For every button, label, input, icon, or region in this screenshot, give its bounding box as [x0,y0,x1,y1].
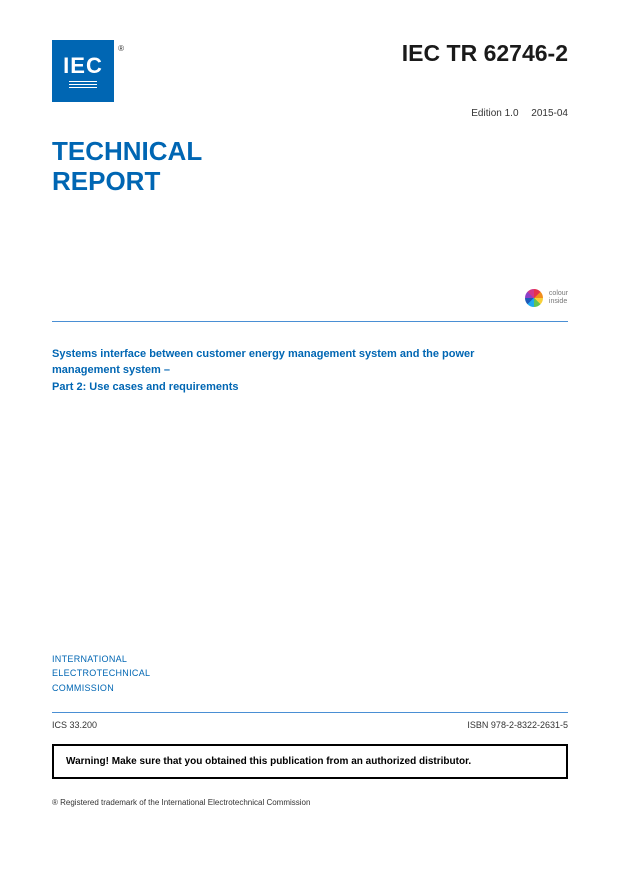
iec-logo: IEC [52,40,114,102]
trademark-note: ® Registered trademark of the Internatio… [52,798,310,807]
title-line1: Systems interface between customer energ… [52,346,568,363]
colour-badge: colour inside [52,289,568,307]
header-row: IEC ® IEC TR 62746-2 [52,40,568,102]
warning-text: Warning! Make sure that you obtained thi… [66,756,471,767]
bottom-divider [52,712,568,713]
title-block: Systems interface between customer energ… [52,346,568,396]
report-heading: TECHNICAL REPORT [52,137,568,197]
top-divider [52,321,568,322]
report-heading-line2: REPORT [52,167,568,197]
title-line3: Part 2: Use cases and requirements [52,379,568,396]
colour-wheel-icon [525,289,543,307]
warning-box: Warning! Make sure that you obtained thi… [52,744,568,779]
colour-badge-text: colour inside [549,290,568,305]
document-id: IEC TR 62746-2 [402,40,568,67]
report-heading-line1: TECHNICAL [52,137,568,167]
isbn: ISBN 978-2-8322-2631-5 [467,720,568,730]
edition-row: Edition 1.0 2015-04 [52,108,568,119]
logo-wrapper: IEC ® [52,40,114,102]
org-line1: INTERNATIONAL [52,652,150,666]
logo-text: IEC [63,53,103,79]
org-line3: COMMISSION [52,681,150,695]
edition-date: 2015-04 [531,108,568,119]
title-line2: management system – [52,362,568,379]
logo-lines-icon [69,81,97,89]
colour-line2: inside [549,298,568,306]
edition-label: Edition 1.0 [471,108,518,119]
registered-mark: ® [118,44,124,53]
ics-code: ICS 33.200 [52,720,97,730]
document-page: IEC ® IEC TR 62746-2 Edition 1.0 2015-04… [0,0,620,877]
colour-line1: colour [549,290,568,298]
organization-block: INTERNATIONAL ELECTROTECHNICAL COMMISSIO… [52,652,150,695]
meta-row: ICS 33.200 ISBN 978-2-8322-2631-5 [52,720,568,730]
org-line2: ELECTROTECHNICAL [52,666,150,680]
